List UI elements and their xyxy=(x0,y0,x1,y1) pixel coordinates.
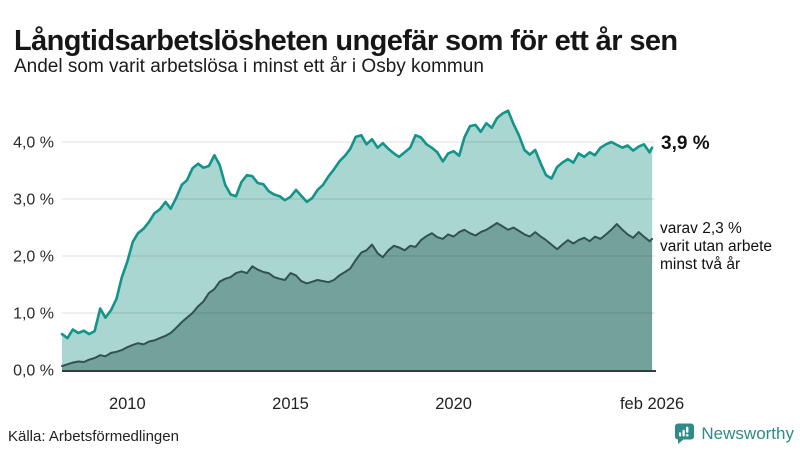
series-line-0 xyxy=(60,109,654,340)
newsworthy-brand-name: Newsworthy xyxy=(701,423,794,443)
y-tick-label: 2,0 % xyxy=(13,249,54,266)
series-line-1 xyxy=(61,222,654,367)
y-tick-label: 0,0 % xyxy=(13,363,54,380)
newsworthy-brand-link[interactable]: Newsworthy xyxy=(674,423,794,444)
x-tick-label: 2010 xyxy=(109,395,146,413)
y-tick-label: 1,0 % xyxy=(13,306,54,323)
secondary-label-line1: varav 2,3 % xyxy=(660,220,742,237)
x-tick-label: 2015 xyxy=(272,395,309,413)
page-subtitle: Andel som varit arbetslösa i minst ett å… xyxy=(14,56,484,77)
y-tick-label: 3,0 % xyxy=(13,192,54,209)
page-title: Långtidsarbetslösheten ungefär som för e… xyxy=(14,25,678,58)
source-note: Källa: Arbetsförmedlingen xyxy=(8,428,179,445)
newsworthy-logo-icon xyxy=(674,423,695,444)
secondary-label-line2: varit utan arbete xyxy=(660,238,773,255)
series-area-1 xyxy=(62,223,653,370)
x-tick-label: 2020 xyxy=(435,395,472,413)
secondary-end-value-label: varav 2,3 % varit utan arbete minst två … xyxy=(660,220,772,274)
x-tick-label: feb 2026 xyxy=(620,395,684,413)
y-tick-label: 4,0 % xyxy=(13,135,54,152)
total-end-value-label: 3,9 % xyxy=(661,133,710,154)
secondary-label-line3: minst två år xyxy=(660,256,741,273)
